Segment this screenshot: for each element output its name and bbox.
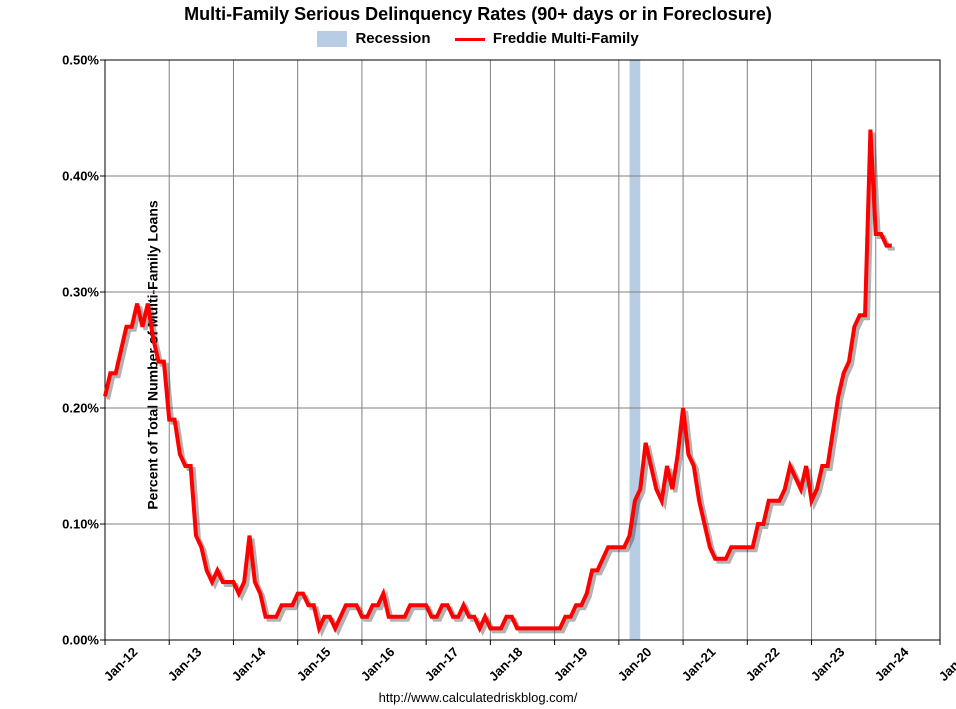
recession-band <box>630 60 641 640</box>
x-tick-label: Jan-18 <box>482 640 526 684</box>
y-tick-label: 0.10% <box>62 517 105 532</box>
plot-svg <box>105 60 940 640</box>
x-tick-label: Jan-14 <box>225 640 269 684</box>
y-tick-label: 0.40% <box>62 169 105 184</box>
legend-swatch-line <box>455 38 485 41</box>
y-tick-label: 0.00% <box>62 633 105 648</box>
x-tick-label: Jan-19 <box>546 640 590 684</box>
x-tick-label: Jan-24 <box>867 640 911 684</box>
x-tick-label: Jan-15 <box>289 640 333 684</box>
x-tick-label: Jan-20 <box>610 640 654 684</box>
x-tick-label: Jan-23 <box>803 640 847 684</box>
series-line <box>105 130 892 629</box>
plot-area: 0.00%0.10%0.20%0.30%0.40%0.50%Jan-12Jan-… <box>105 60 940 640</box>
chart-legend: Recession Freddie Multi-Family <box>0 30 956 47</box>
plot-border <box>105 60 940 640</box>
chart-title: Multi-Family Serious Delinquency Rates (… <box>0 4 956 25</box>
series-shadow <box>108 133 895 632</box>
x-tick-label: Jan-25 <box>931 640 956 684</box>
x-tick-label: Jan-13 <box>161 640 205 684</box>
x-tick-label: Jan-21 <box>675 640 719 684</box>
x-tick-label: Jan-22 <box>739 640 783 684</box>
legend-label-recession: Recession <box>355 30 430 47</box>
source-url: http://www.calculatedriskblog.com/ <box>0 690 956 705</box>
chart-container: Multi-Family Serious Delinquency Rates (… <box>0 0 956 709</box>
y-tick-label: 0.30% <box>62 285 105 300</box>
y-tick-label: 0.50% <box>62 53 105 68</box>
x-tick-label: Jan-16 <box>353 640 397 684</box>
legend-label-line: Freddie Multi-Family <box>493 30 639 47</box>
legend-swatch-recession <box>317 31 347 47</box>
y-tick-label: 0.20% <box>62 401 105 416</box>
x-tick-label: Jan-17 <box>418 640 462 684</box>
